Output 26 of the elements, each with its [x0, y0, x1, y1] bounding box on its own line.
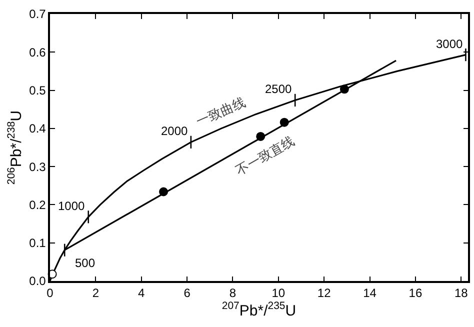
annotation: 1000: [58, 199, 86, 213]
y-tick-label: 0.0: [29, 274, 46, 288]
annotation: 2500: [265, 82, 292, 96]
x-tick-label: 16: [408, 286, 422, 300]
y-tick-label: 0.2: [29, 198, 46, 212]
x-tick-label: 14: [363, 286, 377, 300]
x-tick-label: 18: [454, 286, 468, 300]
text: 不一致直线: [234, 134, 298, 180]
y-tick-label: 0.7: [29, 7, 46, 22]
annotation: 2000: [161, 124, 188, 138]
y-tick-label: 0.1: [29, 236, 46, 250]
x-axis-title: $^{207}$Pb*/$^{235}$U: [222, 300, 296, 320]
annotation: 500: [75, 256, 96, 270]
annotation: 3000: [436, 37, 464, 51]
y-tick-label: 0.4: [29, 122, 46, 136]
x-tick-label: 2: [92, 286, 100, 300]
x-tick-label: 6: [184, 286, 191, 300]
y-tick-label: 0.5: [29, 83, 46, 98]
x-tick-label: 8: [229, 286, 236, 300]
y-tick-label: 0.3: [29, 160, 46, 174]
x-tick-label: 4: [138, 286, 146, 300]
x-tick-label: 0: [46, 286, 54, 300]
text: 一致曲线: [194, 95, 248, 130]
x-tick-label: 10: [272, 286, 286, 300]
y-tick-label: 0.6: [29, 45, 46, 60]
x-tick-label: 12: [317, 286, 332, 300]
